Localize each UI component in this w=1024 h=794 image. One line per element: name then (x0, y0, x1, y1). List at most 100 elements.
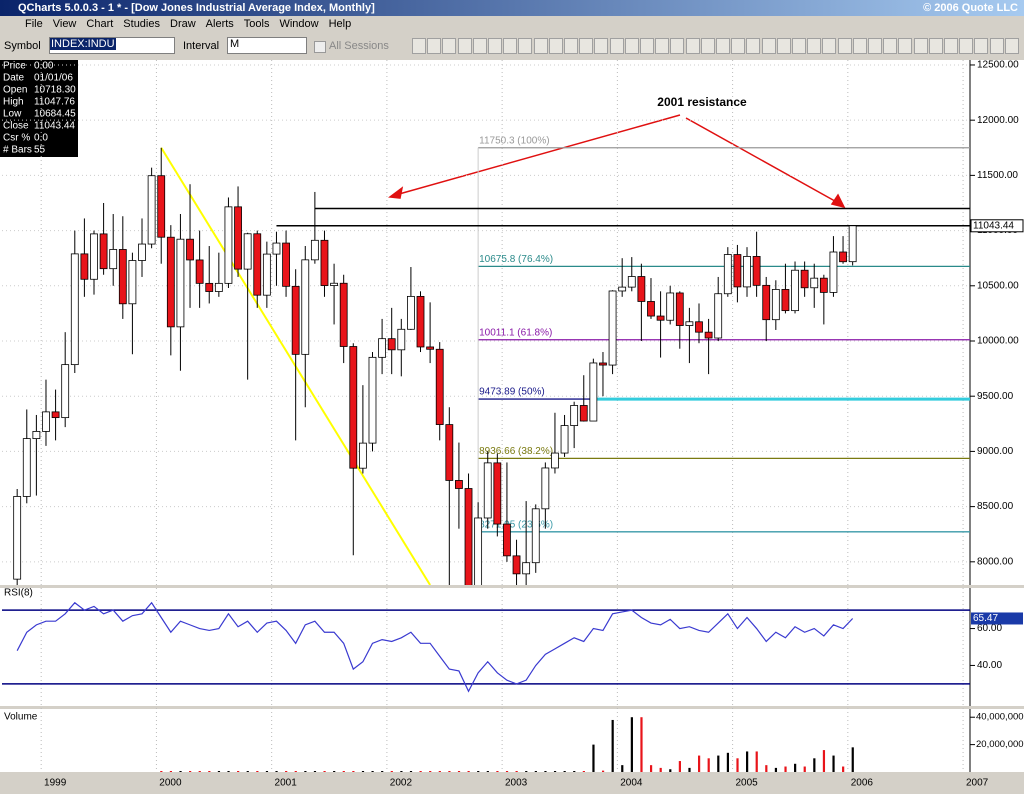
volume-bar (256, 771, 259, 772)
tool-button[interactable] (928, 38, 943, 54)
volume-bar (285, 771, 288, 772)
candle-body (685, 321, 694, 326)
candle-body (234, 206, 242, 270)
tool-button[interactable] (837, 38, 852, 54)
volume-bar (323, 771, 326, 772)
volume-bar (352, 771, 355, 772)
volume-bar (544, 771, 547, 772)
tool-button[interactable] (548, 38, 563, 54)
volume-bar (746, 751, 749, 772)
candle-body (762, 284, 771, 321)
tool-button[interactable] (533, 38, 548, 54)
candle-body (647, 301, 655, 317)
y-tick-label: 60.00 (977, 623, 1002, 634)
menu-item[interactable]: Window (279, 18, 319, 30)
sessions-label: All Sessions (329, 40, 389, 52)
tool-button[interactable] (640, 38, 654, 54)
candle-body (483, 462, 492, 519)
candle-body (157, 175, 166, 238)
volume-bar (515, 771, 518, 772)
tool-button[interactable] (472, 38, 487, 54)
tool-button[interactable] (898, 38, 913, 54)
tool-button[interactable] (564, 38, 578, 54)
sessions-checkbox[interactable] (314, 41, 326, 53)
tool-button[interactable] (807, 38, 822, 54)
candle-body (474, 517, 483, 585)
tool-button[interactable] (518, 38, 533, 54)
menu-item[interactable]: Tools (243, 18, 270, 30)
volume-bar (189, 771, 192, 772)
volume-bar (419, 771, 422, 772)
tool-button[interactable] (746, 38, 761, 54)
panel-title: Volume (4, 712, 38, 723)
volume-bar (160, 771, 163, 772)
tool-button[interactable] (974, 38, 989, 54)
tool-button[interactable] (913, 38, 928, 54)
tool-button[interactable] (594, 38, 609, 54)
tool-button[interactable] (761, 38, 776, 54)
tool-button[interactable] (457, 38, 472, 54)
price-plot: 11750.3 (100%) 10675.8 (76.4%) 10011.1 (61… (13, 135, 970, 585)
menu-item[interactable]: Chart (86, 18, 114, 30)
tool-button[interactable] (959, 38, 974, 54)
tool-button[interactable] (442, 38, 457, 54)
volume-bar (227, 771, 230, 772)
y-tick-label: 12500.00 (977, 60, 1019, 71)
tool-button[interactable] (624, 38, 639, 54)
volume-bar (736, 758, 739, 772)
fib-label: 8271.95 (23.6%) (479, 519, 553, 530)
candle-body (771, 289, 780, 321)
candle-body (253, 233, 262, 296)
menu-item[interactable]: Studies (123, 18, 160, 30)
last-price-box (970, 219, 1024, 233)
volume-bar (640, 717, 643, 772)
tool-button[interactable] (822, 38, 837, 54)
menu-item[interactable]: Alerts (205, 18, 234, 30)
tool-button[interactable] (852, 38, 867, 54)
tool-button[interactable] (792, 38, 806, 54)
tool-button[interactable] (1004, 38, 1019, 54)
tool-button[interactable] (685, 38, 700, 54)
tool-button[interactable] (868, 38, 882, 54)
tool-button[interactable] (427, 38, 442, 54)
info-label: Price (3, 61, 26, 72)
tool-button[interactable] (488, 38, 502, 54)
symbol-input[interactable]: INDEX:INDU (49, 37, 175, 54)
candle-body (42, 411, 50, 432)
candle-body (32, 431, 41, 439)
info-box: Price 0.00 Date 01/01/06 Open 10718.30 High 110… (0, 60, 78, 157)
info-value: 10718.30 (34, 85, 76, 96)
menu-item[interactable]: File (25, 18, 43, 30)
tool-button[interactable] (989, 38, 1004, 54)
volume-bar (390, 771, 393, 772)
tool-button[interactable] (944, 38, 958, 54)
tool-button[interactable] (579, 38, 594, 54)
tool-button[interactable] (412, 38, 426, 54)
candle-body (560, 425, 569, 454)
menu-item[interactable]: Draw (170, 18, 196, 30)
tool-button[interactable] (609, 38, 624, 54)
toolbar: Symbol INDEX:INDU Interval M All Session… (0, 33, 1024, 59)
tool-button[interactable] (655, 38, 670, 54)
tool-button[interactable] (776, 38, 791, 54)
tool-button[interactable] (670, 38, 685, 54)
candle-body (176, 238, 185, 328)
tool-button[interactable] (503, 38, 518, 54)
tool-button[interactable] (731, 38, 746, 54)
candle-body (272, 242, 281, 255)
candle-body (493, 462, 502, 525)
interval-select[interactable]: M (227, 37, 307, 54)
volume-bar (208, 771, 211, 772)
tool-button[interactable] (883, 38, 898, 54)
menu-item[interactable]: Help (328, 18, 352, 30)
candle-body (166, 236, 175, 328)
volume-bar (851, 747, 854, 772)
candle-body (800, 269, 809, 289)
candle-body (637, 276, 646, 302)
volume-bar (246, 771, 249, 772)
volume-bar (784, 766, 787, 772)
menu-item[interactable]: View (52, 18, 77, 30)
tool-button[interactable] (716, 38, 730, 54)
x-tick-label: 2006 (851, 778, 874, 789)
tool-button[interactable] (700, 38, 715, 54)
